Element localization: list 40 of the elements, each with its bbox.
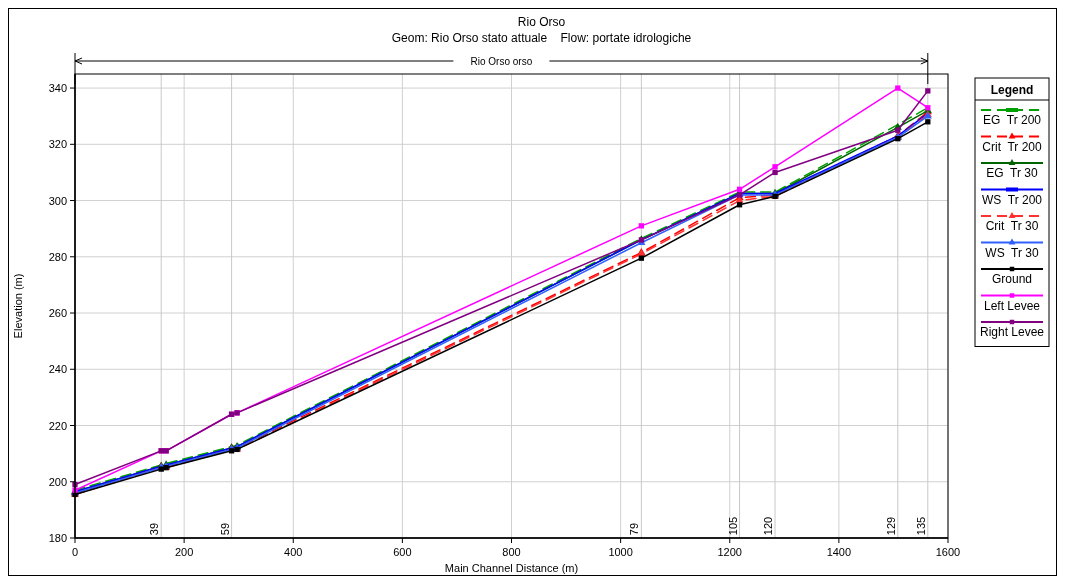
y-tick-label: 200	[48, 475, 67, 488]
y-tick-label: 280	[48, 250, 67, 263]
legend-label: Left Levee	[983, 298, 1041, 313]
annotation: 59	[218, 522, 231, 536]
y-tick-label: 180	[48, 532, 67, 544]
x-tick-label: 1600	[935, 546, 961, 558]
x-tick-label: 400	[284, 546, 303, 558]
x-tick-label: 200	[174, 546, 194, 558]
x-tick-label: 800	[502, 546, 521, 558]
chart-title: Rio Orso	[517, 15, 566, 29]
y-tick-label: 220	[48, 419, 67, 432]
y-axis-title: Elevation (m)	[12, 273, 24, 339]
legend-label: EG Tr 200	[982, 113, 1042, 127]
y-tick-label: 260	[48, 307, 67, 320]
legend-label: Crit Tr 30	[985, 219, 1039, 233]
x-tick-label: 1200	[717, 546, 742, 558]
legend-label: WS Tr 200	[981, 192, 1043, 207]
legend-title: Legend	[990, 83, 1034, 97]
annotation: 79	[628, 522, 641, 536]
annotation: 129	[884, 516, 897, 536]
x-tick-label: 1000	[608, 546, 633, 558]
x-tick-label: 1400	[826, 546, 852, 558]
x-tick-label: 600	[393, 546, 412, 558]
y-tick-label: 340	[48, 82, 67, 95]
legend-label: Right Levee	[979, 325, 1045, 339]
annotation: 105	[726, 516, 739, 536]
legend-label: Ground	[991, 272, 1033, 286]
legend-label: WS Tr 30	[985, 245, 1039, 260]
legend-label: EG Tr 30	[986, 166, 1038, 180]
chart-subtitle: Geom: Rio Orso stato attuale Flow: portate idrologiche	[391, 31, 692, 45]
annotation: 120	[762, 516, 775, 536]
y-tick-label: 320	[48, 138, 67, 151]
y-tick-label: 240	[48, 363, 67, 376]
text: Rio Orso orso	[470, 56, 533, 67]
x-axis-title: Main Channel Distance (m)	[444, 562, 579, 574]
y-tick-label: 300	[48, 194, 67, 207]
x-tick-label: 0	[71, 546, 79, 558]
annotation: 135	[914, 516, 927, 536]
annotation: 39	[148, 522, 161, 536]
legend-label: Crit Tr 200	[982, 139, 1042, 154]
